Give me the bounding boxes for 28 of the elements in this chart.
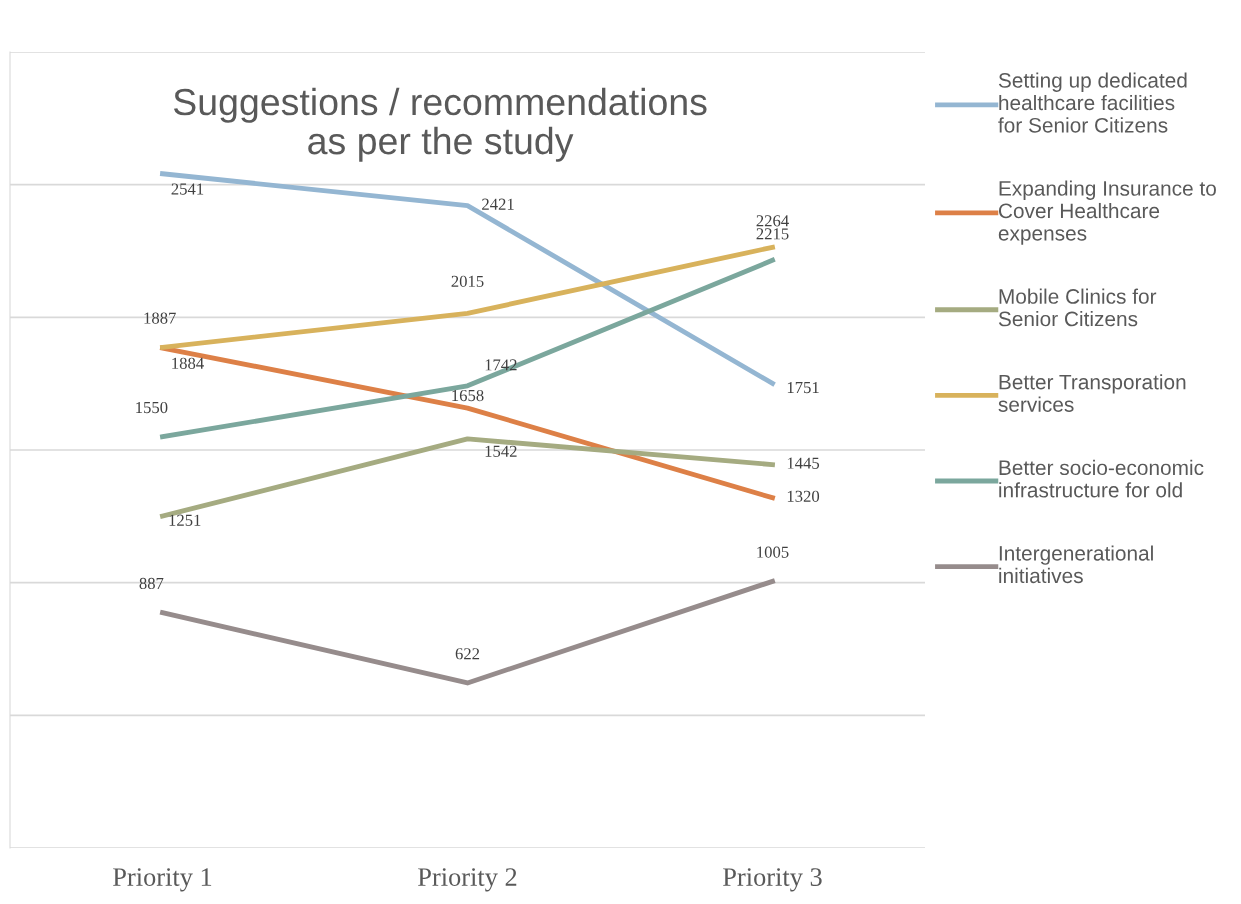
data-label: 622 [455,648,480,660]
data-label: 887 [139,577,164,590]
data-label: 2264 [756,215,789,227]
data-label: 1550 [136,401,168,414]
data-label: 1005 [757,546,789,558]
text: Suggestions / recommendations as per the study [173,87,707,162]
legend-label: Expanding Insurance to Cover Healthcare expenses [998,180,1216,245]
data-label: 1887 [144,312,176,324]
data-label: 1320 [787,490,820,502]
data-label: 1884 [172,357,204,369]
data-label: 1742 [485,359,517,371]
data-label: 1251 [169,514,201,526]
data-label: 2215 [756,228,789,240]
data-label: 2421 [482,198,514,210]
data-label: 1445 [787,457,820,469]
legend-label: Setting up dedicated healthcare facilities for Senior Citizens [998,72,1187,133]
data-label: 2015 [451,275,484,287]
legend-label: Better Transporation services [998,374,1186,412]
legend-label: Intergenerational initiatives [999,545,1153,584]
x-tick-label: Priority 3 [723,868,822,892]
x-tick-label: Priority 2 [418,868,517,892]
x-tick-label: Priority 1 [113,868,212,892]
data-label: 1658 [452,389,484,402]
legend-label: Mobile Clinics for Senior Citizens [998,288,1157,327]
data-label: 1751 [787,381,819,394]
data-label: 2541 [171,183,204,195]
data-label: 1542 [485,445,517,457]
legend-label: Better socio-economic infrastructure for old [999,459,1204,498]
